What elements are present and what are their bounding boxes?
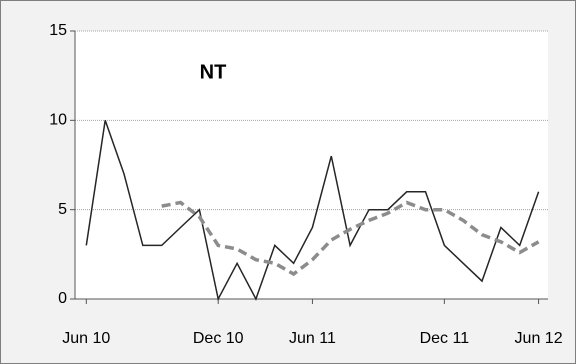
chart-title: NT xyxy=(200,61,227,83)
data-line xyxy=(161,200,540,277)
data-line xyxy=(85,120,540,302)
y-tick-label: 10 xyxy=(49,112,67,129)
x-tick-label: Jun 11 xyxy=(289,330,336,347)
x-tick-label: Dec 11 xyxy=(420,330,470,347)
y-tick-label: 5 xyxy=(58,201,67,218)
x-tick-label: Jun 12 xyxy=(515,330,563,347)
y-tick-label: 15 xyxy=(49,22,67,39)
x-tick-label: Dec 10 xyxy=(193,330,244,347)
y-tick-label: 0 xyxy=(58,290,67,307)
x-tick-label: Jun 10 xyxy=(62,330,110,347)
plot-area xyxy=(75,31,548,299)
